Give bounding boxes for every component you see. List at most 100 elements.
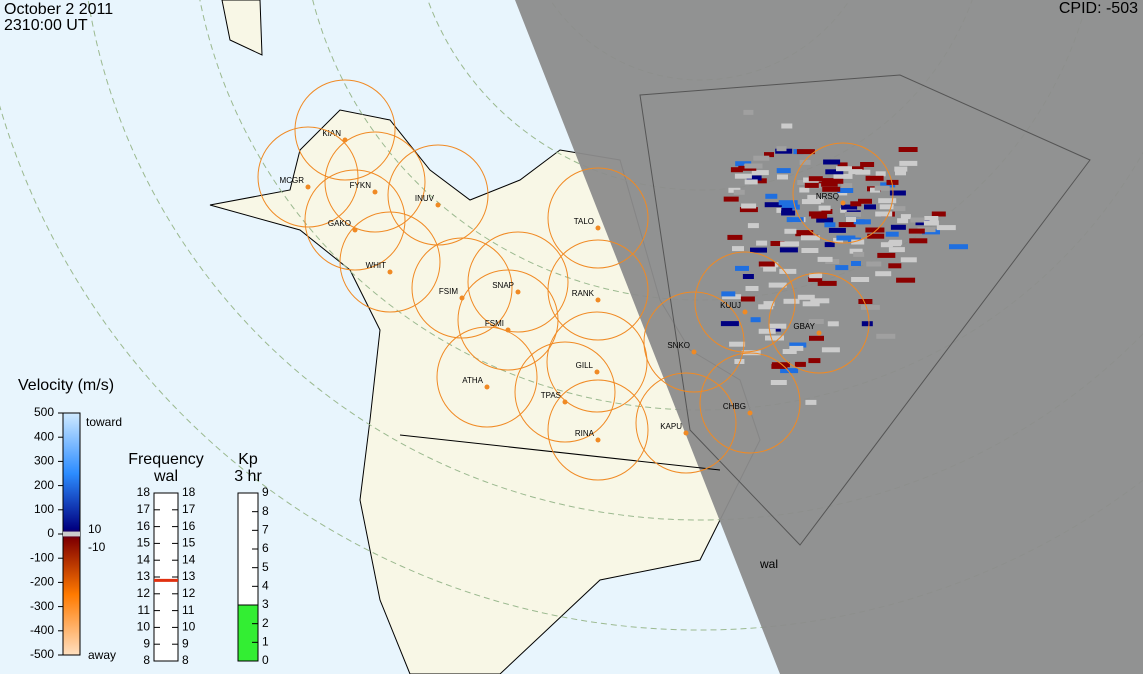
echo-cell <box>810 298 830 304</box>
echo-cell <box>828 227 846 233</box>
echo-cell <box>825 169 844 175</box>
echo-cell <box>750 247 767 253</box>
echo-cell <box>786 217 804 223</box>
echo-cell <box>763 266 777 272</box>
station-dot <box>484 384 490 390</box>
station-dot <box>816 330 822 336</box>
station-dot <box>562 399 568 405</box>
echo-cell <box>764 202 784 208</box>
echo-cell <box>850 201 862 207</box>
kp-tick-label: 5 <box>262 560 269 574</box>
echo-cell <box>851 277 870 282</box>
echo-cell <box>763 301 775 307</box>
echo-cell <box>822 186 841 192</box>
velocity-tick-label: 300 <box>34 454 54 468</box>
kp-tick-label: 8 <box>262 504 269 518</box>
echo-cell <box>848 169 863 175</box>
station-dot <box>683 430 689 436</box>
echo-cell <box>794 361 806 367</box>
station-fov <box>547 239 649 341</box>
station-label: SNAP <box>492 281 514 290</box>
echo-cell <box>909 238 928 244</box>
echo-cell <box>855 169 871 175</box>
echo-cell <box>753 155 770 161</box>
echo-cell <box>808 276 823 282</box>
station-fov <box>467 231 569 333</box>
echo-cell <box>818 181 838 187</box>
frequency-tick-label: 8 <box>143 653 150 667</box>
echo-cell <box>768 282 787 288</box>
station-dot <box>387 269 393 275</box>
echo-cell <box>823 159 841 165</box>
echo-cell <box>896 277 916 283</box>
echo-cell <box>800 235 820 241</box>
echo-cell <box>741 203 757 209</box>
echo-cell <box>796 149 815 155</box>
echo-cell <box>780 368 799 374</box>
station-label: INUV <box>415 194 435 203</box>
time: 2310:00 UT <box>4 17 88 34</box>
echo-cell <box>732 246 744 252</box>
echo-cell <box>915 220 930 226</box>
echo-cell <box>808 358 821 364</box>
echo-cell <box>781 210 796 216</box>
frequency-tick-label: 15 <box>137 536 151 550</box>
echo-cell <box>801 248 819 253</box>
station-dot <box>747 410 753 416</box>
echo-cell <box>781 123 793 129</box>
echo-cell <box>895 170 906 176</box>
echo-cell <box>780 241 800 247</box>
station-fov <box>699 352 801 454</box>
station-label: FSMI <box>485 319 504 328</box>
station-label: SNKO <box>667 341 690 350</box>
echo-cell <box>858 198 872 204</box>
cpid: CPID: -503 <box>1059 0 1138 17</box>
echo-cell <box>797 294 815 300</box>
echo-cell <box>765 335 784 341</box>
station-dot <box>595 225 601 231</box>
velocity-tick-label: -500 <box>30 647 54 661</box>
border <box>399 434 721 471</box>
echo-cell <box>781 207 793 213</box>
echo-cell <box>734 173 752 179</box>
frequency-title: Frequency <box>128 451 204 468</box>
station-label: GBAY <box>793 322 815 331</box>
echo-cell <box>880 242 893 248</box>
radar-fov <box>639 74 1091 546</box>
echo-cell <box>885 231 899 237</box>
kp-title: Kp <box>238 451 258 468</box>
echo-cell <box>837 162 848 168</box>
echo-cell <box>804 182 819 188</box>
kp-level <box>237 604 259 662</box>
station-dot <box>594 369 600 375</box>
station-fov <box>387 144 489 246</box>
echo-cell <box>864 204 876 210</box>
echoes <box>720 109 968 405</box>
station-dot <box>372 189 378 195</box>
echo-cell <box>811 213 828 219</box>
echo-cell <box>841 183 853 189</box>
station-fov <box>694 251 796 353</box>
echo-cell <box>833 173 853 179</box>
station-dot <box>840 200 846 206</box>
echo-cell <box>917 227 936 233</box>
station-label: KIAN <box>322 129 341 138</box>
frequency-tick-label: 12 <box>137 586 151 600</box>
echo-cell <box>817 256 833 262</box>
frequency-tick-label: 18 <box>182 485 196 499</box>
frequency-tick-label: 11 <box>138 603 151 617</box>
echo-cell <box>770 241 785 246</box>
zero-band <box>63 531 80 537</box>
echo-cell <box>779 268 797 274</box>
echo-cell <box>729 341 746 347</box>
station-dot <box>352 227 358 233</box>
threshold-label: -10 <box>88 540 106 554</box>
radar-label: wal <box>759 557 778 571</box>
station-label: WHIT <box>366 261 387 270</box>
echo-cell <box>900 257 917 263</box>
echo-cell <box>849 248 863 254</box>
velocity-tick-label: 200 <box>34 478 54 492</box>
echo-cell <box>778 200 798 206</box>
echo-cell <box>789 342 807 348</box>
station-dot <box>595 297 601 303</box>
